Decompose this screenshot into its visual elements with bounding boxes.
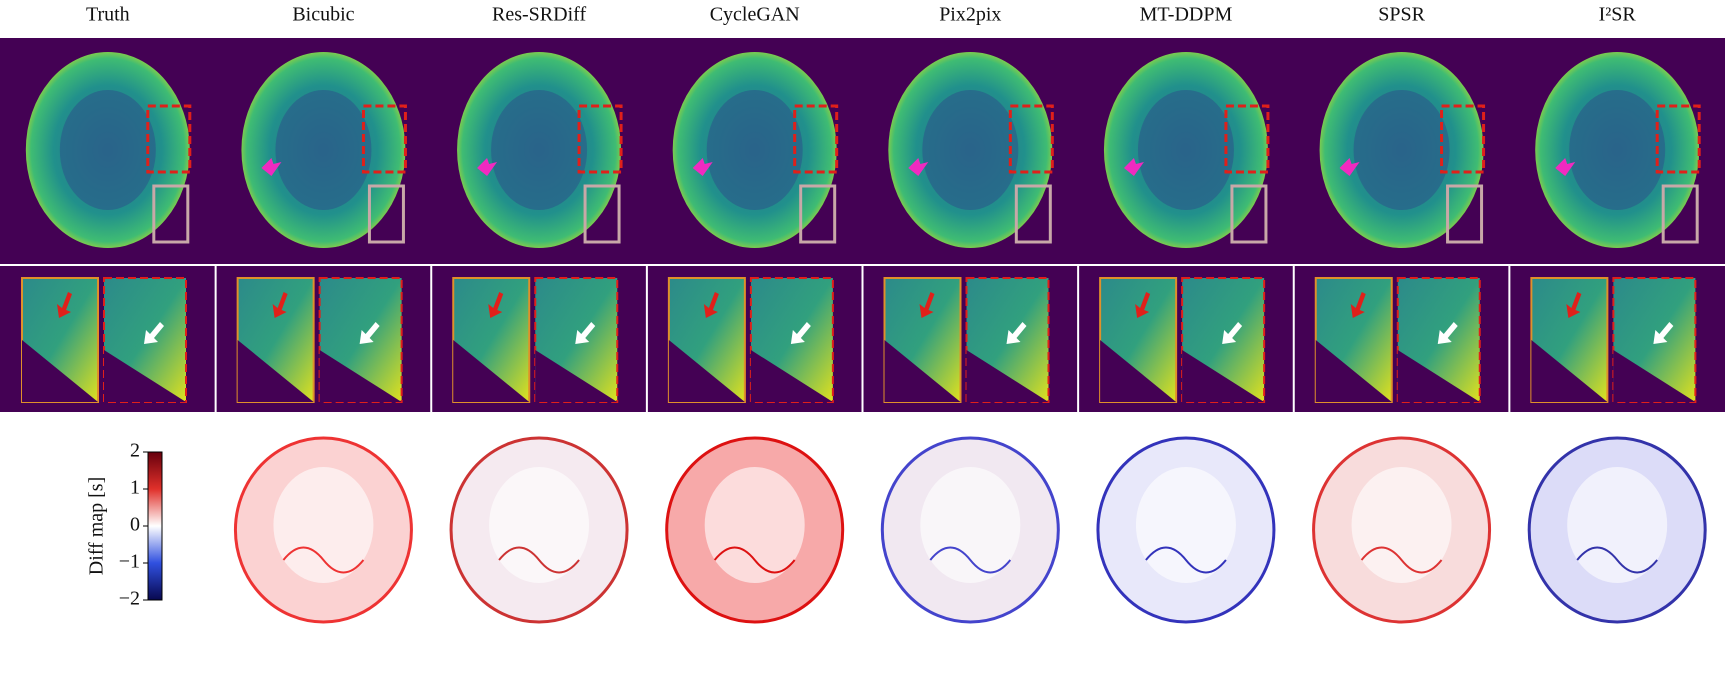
- roi-gray: [583, 184, 621, 244]
- brain-core: [1569, 90, 1666, 210]
- zoom-mask: [1397, 350, 1480, 402]
- roi-gray: [799, 184, 837, 244]
- diff-structure: [1360, 546, 1443, 574]
- diff-core: [489, 467, 590, 583]
- zoom-mask: [1182, 350, 1265, 402]
- zoom-mask: [1315, 340, 1392, 402]
- diff-core: [1135, 467, 1236, 583]
- diff-structure: [498, 546, 580, 574]
- diff-core: [1567, 467, 1668, 583]
- column-title: Bicubic: [292, 4, 354, 26]
- zoom-mask: [1531, 340, 1608, 402]
- zoom-mask: [884, 340, 961, 402]
- column-title: Pix2pix: [939, 4, 1001, 26]
- tick-label: 0: [130, 514, 140, 536]
- brain-core: [1353, 90, 1450, 210]
- zoom-mask: [453, 340, 530, 402]
- arrow-white: [144, 322, 164, 344]
- arrow-magenta: [908, 158, 929, 176]
- arrow-red: [1566, 292, 1582, 318]
- zoom-mask: [966, 350, 1049, 402]
- diff-structure: [713, 546, 796, 574]
- arrow-red: [488, 292, 504, 318]
- roi-red: [1224, 104, 1270, 174]
- arrow-red: [57, 292, 72, 318]
- diff-core: [920, 467, 1021, 583]
- roi-gray: [152, 184, 190, 244]
- arrow-white: [575, 322, 596, 344]
- roi-red: [146, 104, 192, 174]
- roi-gray: [1230, 184, 1268, 244]
- arrow-red: [1350, 292, 1366, 318]
- column-title: MT-DDPM: [1140, 4, 1233, 26]
- tick-label: −1: [119, 551, 140, 573]
- arrow-red: [919, 292, 935, 318]
- roi-red: [577, 104, 623, 174]
- brain-core: [1137, 90, 1234, 210]
- column-title: Res-SRDiff: [492, 4, 586, 26]
- zoom-mask: [22, 340, 98, 402]
- roi-gray: [1661, 184, 1699, 244]
- zoom-mask: [535, 350, 618, 402]
- roi-red: [1655, 104, 1701, 174]
- zoom-mask: [1100, 340, 1177, 402]
- brain-core: [59, 90, 156, 210]
- roi-red: [793, 104, 839, 174]
- zoom-mask: [104, 350, 186, 402]
- zoom-mask: [750, 350, 833, 402]
- arrow-red: [272, 292, 288, 318]
- arrow-white: [1653, 322, 1674, 344]
- brain-core: [706, 90, 803, 210]
- column-title: I²SR: [1599, 4, 1637, 26]
- arrow-red: [703, 292, 719, 318]
- brain-core: [491, 90, 588, 210]
- arrow-magenta: [692, 158, 713, 176]
- brain-core: [275, 90, 372, 210]
- colorbar: [147, 451, 163, 601]
- arrow-white: [1006, 322, 1027, 344]
- zoom-mask: [319, 350, 402, 402]
- column-title: CycleGAN: [710, 4, 800, 26]
- diff-structure: [282, 546, 365, 574]
- tick-label: 1: [130, 477, 140, 499]
- arrow-magenta: [477, 158, 498, 176]
- diff-structure: [1576, 546, 1658, 574]
- diff-core: [704, 467, 805, 583]
- tick-label: −2: [119, 588, 140, 610]
- arrow-white: [790, 322, 811, 344]
- diff-core: [273, 467, 374, 583]
- arrow-magenta: [1123, 158, 1144, 176]
- arrow-white: [1222, 322, 1243, 344]
- diff-structure: [1145, 546, 1227, 574]
- brain-core: [922, 90, 1019, 210]
- roi-gray: [1014, 184, 1052, 244]
- diff-core: [1351, 467, 1452, 583]
- roi-red: [361, 104, 407, 174]
- column-title: Truth: [86, 4, 130, 26]
- arrow-red: [1135, 292, 1151, 318]
- colorbar-label: Diff map [s]: [86, 477, 108, 576]
- arrow-white: [1437, 322, 1458, 344]
- arrow-magenta: [1339, 158, 1360, 176]
- diff-structure: [929, 546, 1012, 574]
- tick-label: 2: [130, 440, 140, 462]
- zoom-mask: [1613, 350, 1696, 402]
- roi-red: [1008, 104, 1054, 174]
- arrow-white: [359, 322, 380, 344]
- zoom-mask: [668, 340, 745, 402]
- roi-red: [1440, 104, 1486, 174]
- arrow-magenta: [1555, 158, 1576, 176]
- roi-gray: [367, 184, 405, 244]
- column-title: SPSR: [1378, 4, 1425, 26]
- zoom-mask: [237, 340, 314, 402]
- arrow-magenta: [261, 158, 282, 176]
- roi-gray: [1446, 184, 1484, 244]
